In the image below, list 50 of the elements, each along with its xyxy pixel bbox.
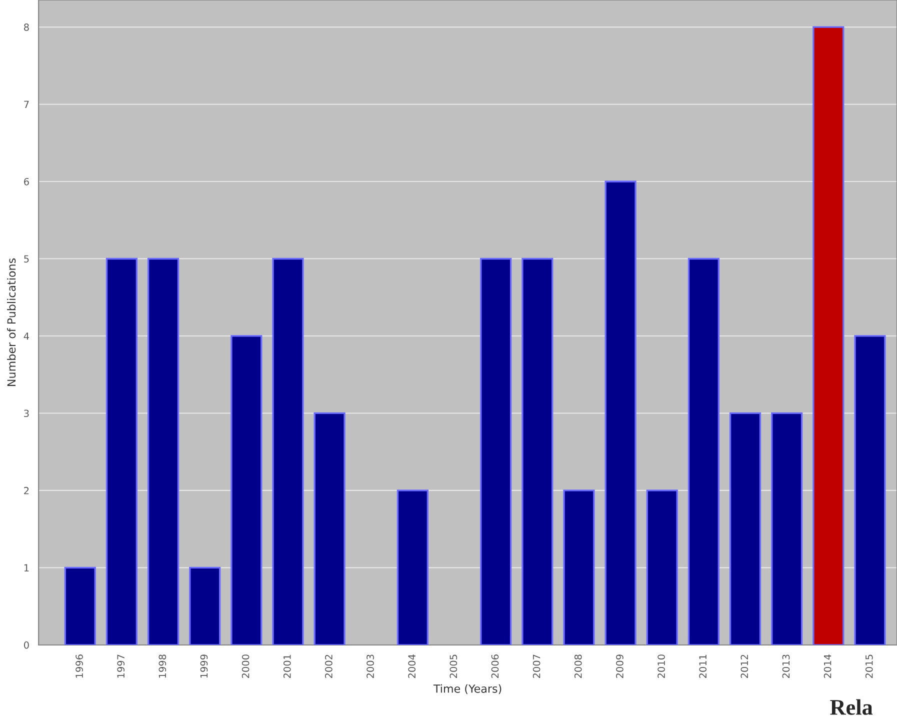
y-tick-label: 2 [24, 486, 29, 494]
x-tick-label: 2014 [824, 654, 832, 678]
bar [314, 412, 346, 645]
y-tick-label: 3 [24, 410, 29, 418]
bar [854, 335, 886, 645]
x-tick-label: 2003 [366, 654, 374, 678]
bar [106, 258, 138, 645]
x-tick-label: 2011 [699, 654, 707, 678]
bar [604, 180, 636, 645]
x-tick-label: 2005 [450, 654, 458, 678]
x-tick-label: 2002 [325, 654, 332, 678]
x-tick-label: 2009 [616, 654, 624, 678]
y-tick-label: 5 [24, 255, 29, 263]
bar [563, 490, 595, 645]
x-tick-label: 2007 [532, 654, 540, 678]
x-tick-label: 2006 [491, 654, 499, 678]
x-axis-title: Time (Years) [433, 684, 502, 694]
bar [771, 412, 803, 645]
y-tick-label: 4 [24, 332, 29, 340]
x-tick-label: 2010 [658, 654, 665, 678]
bar [230, 335, 262, 645]
x-tick-label: 2015 [865, 654, 873, 678]
bar [480, 258, 512, 645]
y-tick-label: 6 [24, 178, 29, 186]
x-tick-label: 2000 [242, 654, 250, 678]
x-tick-label: 2001 [283, 654, 291, 678]
bar [147, 258, 180, 645]
y-axis-title: Number of Publications [7, 258, 16, 386]
x-tick-label: 2013 [782, 654, 790, 678]
text: Rela [830, 699, 873, 715]
x-tick-label: 2012 [740, 654, 748, 678]
bar [522, 258, 554, 645]
bar [646, 490, 678, 645]
bar [396, 490, 429, 645]
bar [812, 26, 844, 645]
bar [272, 258, 304, 645]
bar [189, 566, 221, 645]
y-tick-label: 8 [24, 24, 29, 31]
x-tick-label: 2008 [574, 654, 582, 678]
x-tick-label: 1998 [158, 654, 166, 678]
x-tick-label: 1997 [117, 654, 125, 678]
x-tick-label: 1999 [200, 654, 208, 678]
y-tick-label: 7 [24, 100, 29, 108]
bar [729, 412, 762, 645]
bar [688, 258, 720, 645]
x-tick-label: 1996 [76, 654, 83, 678]
x-tick-label: 2004 [408, 654, 416, 678]
bar [64, 566, 96, 645]
y-tick-label: 1 [24, 564, 29, 572]
y-tick-label: 0 [24, 641, 29, 649]
